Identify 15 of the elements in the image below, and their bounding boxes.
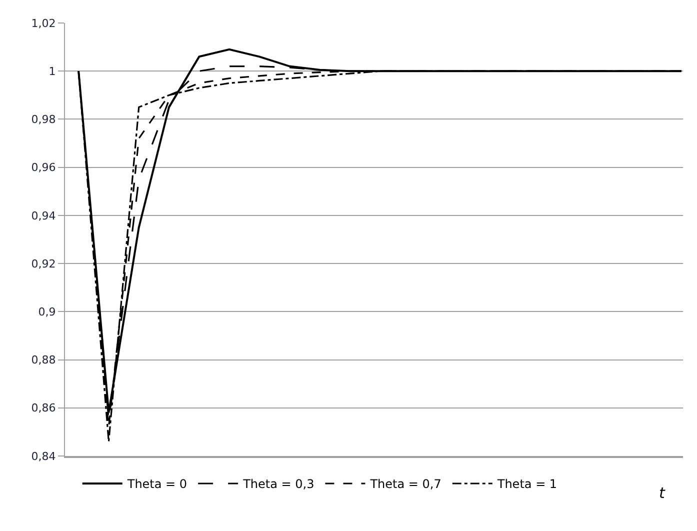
y-tick-label: 0,88 (31, 354, 56, 367)
y-tick-label: 0,96 (31, 161, 56, 174)
x-axis-title: t (659, 484, 666, 502)
legend-label: Theta = 0,3 (242, 477, 314, 492)
y-tick-label: 0,92 (31, 257, 56, 270)
legend-label: Theta = 1 (496, 477, 558, 492)
y-tick-label: 0,84 (31, 450, 56, 463)
y-tick-label: 0,86 (31, 402, 56, 415)
legend-label: Theta = 0 (126, 477, 188, 492)
y-tick-label: 1 (48, 64, 56, 78)
legend-label: Theta = 0,7 (369, 477, 442, 492)
y-tick-label: 0,94 (31, 209, 56, 222)
y-tick-label: 0,98 (31, 113, 56, 126)
y-tick-label: 1,02 (31, 16, 56, 30)
y-tick-label: 0,9 (38, 306, 56, 319)
